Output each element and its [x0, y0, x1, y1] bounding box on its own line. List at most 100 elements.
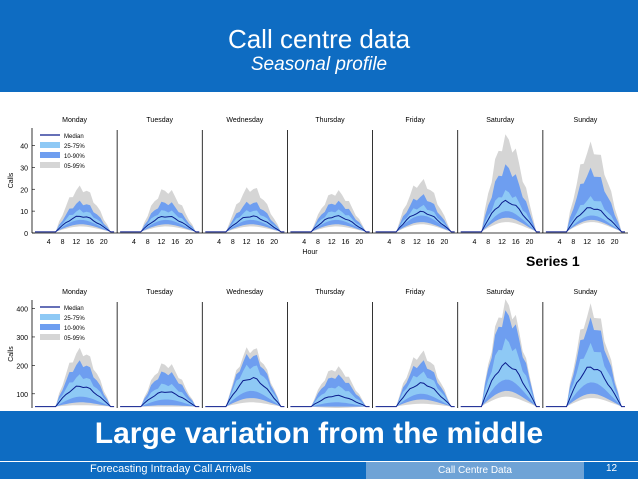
panel-friday: Friday	[372, 289, 455, 408]
legend-swatch	[40, 324, 60, 330]
footer-section: Call Centre Data	[366, 462, 584, 479]
panel-title: Monday	[62, 117, 87, 124]
legend: Median 25-75% 10-90% 05-95%	[40, 134, 85, 170]
legend-label: 10-90%	[64, 154, 85, 160]
legend: Median 25-75% 10-90% 05-95%	[40, 306, 85, 342]
panel-title: Saturday	[486, 289, 515, 296]
y-tick-label: 20	[20, 187, 28, 194]
median-line	[35, 215, 115, 233]
band-25-75	[290, 209, 370, 232]
x-tick-label: 4	[217, 239, 221, 246]
x-tick-label: 12	[498, 239, 506, 246]
band-25-75	[120, 210, 200, 232]
x-tick-label: 12	[328, 239, 336, 246]
legend-swatch	[40, 334, 60, 340]
band-25-75	[375, 204, 455, 232]
median-line	[375, 382, 455, 408]
x-tick-label: 20	[355, 239, 363, 246]
panel-thursday: Thursday 4 8 12 16 20	[287, 117, 370, 246]
footer-title: Forecasting Intraday Call Arrivals	[90, 463, 252, 475]
panel-wednesday: Wednesday	[201, 289, 285, 408]
median-line	[545, 207, 625, 233]
y-tick-label: 0	[24, 231, 28, 238]
legend-label: 25-75%	[64, 316, 85, 322]
panel-friday: Friday 4 8 12 16 20	[372, 117, 455, 246]
x-tick-label: 12	[243, 239, 251, 246]
panel-title: Tuesday	[146, 117, 173, 124]
x-tick-label: 20	[100, 239, 108, 246]
panel-title: Tuesday	[146, 289, 173, 296]
panel-title: Friday	[405, 117, 425, 124]
median-line	[375, 210, 455, 233]
x-tick-label: 16	[427, 239, 435, 246]
median-line	[205, 376, 285, 408]
y-axis-label: Calls	[8, 172, 15, 188]
y-tick-label: 100	[16, 392, 28, 399]
page-number: 12	[606, 463, 618, 474]
callout-text: Large variation from the middle	[94, 417, 544, 450]
slide-title: Call centre data	[227, 24, 411, 54]
slide-subtitle: Seasonal profile	[250, 54, 388, 75]
y-tick-label: 200	[16, 363, 28, 370]
band-25-75	[545, 342, 625, 407]
x-tick-label: 16	[171, 239, 179, 246]
panel-title: Wednesday	[226, 289, 263, 296]
band-25-75	[205, 210, 285, 232]
panel-title: Sunday	[574, 117, 598, 124]
median-line	[120, 215, 200, 233]
x-tick-label: 16	[256, 239, 264, 246]
band-25-75	[120, 383, 200, 407]
x-tick-label: 16	[597, 239, 605, 246]
median-line	[205, 215, 285, 233]
median-line	[120, 391, 200, 408]
y-tick-label: 40	[20, 144, 28, 151]
x-tick-label: 8	[571, 239, 575, 246]
band-25-75	[545, 196, 625, 232]
panel-title: Wednesday	[226, 117, 263, 124]
legend-swatch	[40, 162, 60, 168]
x-tick-label: 12	[583, 239, 591, 246]
x-tick-label: 8	[401, 239, 405, 246]
median-line	[290, 394, 370, 408]
x-axis-label: Hour	[302, 249, 318, 256]
x-tick-label: 12	[413, 239, 421, 246]
x-tick-label: 20	[440, 239, 448, 246]
y-tick-label: 30	[20, 165, 28, 172]
chart-1: 0 10 20 30 40 Calls Monday 4 8 12 16 20 Tuesday 4 8 12 1…	[8, 117, 628, 256]
x-tick-label: 4	[387, 239, 391, 246]
band-25-75	[35, 374, 115, 407]
panel-monday: Monday	[35, 289, 115, 408]
slide-header: Call centre data Seasonal profile	[0, 0, 638, 92]
legend-label: Median	[64, 306, 84, 312]
y-tick-label: 300	[16, 335, 28, 342]
band-25-75	[35, 209, 115, 232]
panel-monday: Monday 4 8 12 16 20	[35, 117, 115, 246]
panel-saturday: Saturday 4 8 12 16 20	[457, 117, 540, 246]
band-25-75	[205, 364, 285, 407]
x-tick-label: 16	[512, 239, 520, 246]
median-line	[290, 215, 370, 233]
panel-title: Monday	[62, 289, 87, 296]
x-tick-label: 12	[158, 239, 166, 246]
panel-sunday: Sunday 4 8 12 16 20	[542, 117, 625, 246]
x-tick-label: 8	[146, 239, 150, 246]
legend-swatch	[40, 142, 60, 148]
x-tick-label: 12	[72, 239, 80, 246]
callout-banner: Large variation from the middle	[0, 411, 638, 461]
median-line	[545, 366, 625, 408]
panel-title: Saturday	[486, 117, 515, 124]
x-tick-label: 16	[86, 239, 94, 246]
band-25-75	[460, 338, 540, 407]
x-tick-label: 4	[473, 239, 477, 246]
panel-tuesday: Tuesday 4 8 12 16 20	[116, 117, 200, 246]
panel-wednesday: Wednesday 4 8 12 16 20	[201, 117, 285, 246]
band-25-75	[460, 190, 540, 232]
panel-title: Thursday	[315, 289, 345, 296]
panel-tuesday: Tuesday	[116, 289, 200, 408]
seasonal-profile-figure: 0 10 20 30 40 Calls Monday 4 8 12 16 20 Tuesday 4 8 12 1…	[8, 117, 628, 408]
panel-saturday: Saturday	[457, 289, 540, 408]
x-tick-label: 4	[47, 239, 51, 246]
band-25-75	[290, 385, 370, 407]
panel-sunday: Sunday	[542, 289, 625, 408]
median-line	[460, 199, 540, 233]
